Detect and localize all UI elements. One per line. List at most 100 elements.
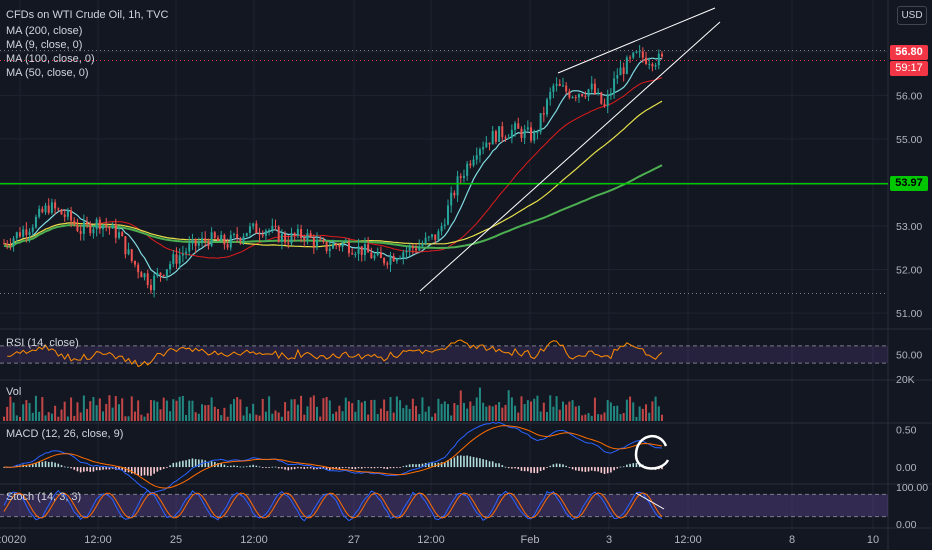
macd-histogram-bar bbox=[463, 455, 465, 468]
candle-body bbox=[15, 232, 18, 239]
candle-body bbox=[201, 238, 204, 243]
volume-bar bbox=[530, 401, 533, 421]
volume-bar bbox=[127, 416, 130, 421]
macd-histogram-bar bbox=[284, 467, 286, 470]
macd-histogram-bar bbox=[606, 467, 609, 474]
legend-ma100[interactable]: MA (100, close, 0) bbox=[6, 53, 95, 65]
candle-body bbox=[277, 226, 280, 242]
candle-body bbox=[306, 233, 309, 241]
candle-body bbox=[542, 113, 545, 115]
volume-bar bbox=[456, 405, 459, 421]
volume-bar bbox=[181, 395, 184, 421]
volume-bar bbox=[574, 406, 577, 421]
volume-bar bbox=[613, 406, 616, 421]
candle-body bbox=[239, 238, 242, 242]
volume-bar bbox=[370, 399, 373, 421]
volume-bar bbox=[290, 399, 293, 421]
volume-bar bbox=[280, 416, 283, 421]
candle-body bbox=[223, 234, 226, 245]
candle-body bbox=[581, 94, 584, 96]
candle-body bbox=[574, 97, 577, 99]
legend-ma50[interactable]: MA (50, close, 0) bbox=[6, 67, 89, 79]
volume-bar bbox=[338, 405, 341, 421]
candle-body bbox=[280, 233, 283, 242]
volume-bar bbox=[66, 416, 69, 421]
volume-bar bbox=[258, 415, 261, 421]
macd-histogram-bar bbox=[166, 467, 168, 468]
time-tick: 12:00 bbox=[417, 534, 445, 546]
volume-bar bbox=[255, 414, 258, 421]
candle-body bbox=[143, 273, 146, 278]
candle-body bbox=[600, 92, 603, 104]
candle-body bbox=[539, 113, 542, 133]
macd-histogram-bar bbox=[297, 467, 299, 469]
rsi-line bbox=[7, 339, 663, 368]
candle-body bbox=[121, 232, 124, 237]
volume-bar bbox=[303, 414, 306, 421]
candle-body bbox=[379, 252, 382, 259]
candle-body bbox=[446, 205, 449, 225]
macd-histogram-bar bbox=[156, 467, 159, 472]
candle-body bbox=[194, 238, 197, 246]
candle-body bbox=[181, 253, 184, 256]
macd-label[interactable]: MACD (12, 26, close, 9) bbox=[6, 428, 124, 440]
volume-bar bbox=[408, 408, 411, 421]
macd-histogram-bar bbox=[57, 463, 60, 468]
volume-bar bbox=[587, 412, 590, 421]
legend-ma9[interactable]: MA (9, close, 0) bbox=[6, 39, 83, 51]
candle-body bbox=[232, 234, 235, 236]
candle-body bbox=[373, 255, 376, 259]
volume-bar bbox=[153, 400, 156, 421]
legend-ma200[interactable]: MA (200, close) bbox=[6, 25, 83, 37]
macd-histogram-bar bbox=[73, 467, 76, 470]
macd-histogram-bar bbox=[456, 455, 459, 468]
macd-histogram-bar bbox=[47, 462, 50, 468]
macd-histogram-bar bbox=[389, 467, 392, 469]
candle-body bbox=[651, 63, 654, 67]
candle-body bbox=[28, 231, 31, 236]
volume-bar bbox=[47, 412, 50, 421]
time-tick: 3 bbox=[606, 534, 612, 546]
rsi-tick: 50.00 bbox=[896, 350, 922, 362]
volume-bar bbox=[236, 397, 239, 421]
candle-body bbox=[70, 210, 73, 221]
volume-bar bbox=[284, 402, 287, 421]
volume-bar bbox=[178, 396, 181, 421]
macd-histogram-bar bbox=[130, 467, 133, 474]
macd-histogram-bar bbox=[479, 458, 481, 468]
volume-bar bbox=[494, 404, 497, 421]
volume-bar bbox=[38, 411, 41, 421]
candle-body bbox=[9, 245, 12, 247]
macd-histogram-bar bbox=[252, 464, 254, 468]
time-tick: 12:00 bbox=[240, 534, 268, 546]
candle-body bbox=[309, 233, 312, 238]
volume-bar bbox=[121, 398, 124, 421]
macd-histogram-bar bbox=[134, 467, 136, 475]
volume-bar bbox=[312, 395, 315, 421]
volume-bar bbox=[194, 412, 197, 421]
macd-histogram-bar bbox=[105, 467, 108, 470]
macd-histogram-bar bbox=[482, 459, 484, 468]
volume-bar bbox=[82, 395, 85, 421]
price-tick: 53.00 bbox=[896, 221, 922, 233]
candle-body bbox=[360, 246, 363, 256]
time-tick: 8 bbox=[789, 534, 795, 546]
volume-bar bbox=[539, 411, 542, 421]
volume-bar bbox=[597, 414, 600, 421]
macd-histogram-bar bbox=[619, 466, 622, 468]
macd-histogram-bar bbox=[223, 464, 226, 468]
candle-body bbox=[54, 202, 57, 209]
stoch-trendline bbox=[635, 492, 665, 510]
macd-histogram-bar bbox=[111, 467, 114, 469]
macd-histogram-bar bbox=[271, 466, 274, 468]
stoch-label[interactable]: Stoch (14, 3, 3) bbox=[6, 491, 82, 503]
volume-bar bbox=[98, 398, 101, 421]
rsi-label[interactable]: RSI (14, close) bbox=[6, 337, 79, 349]
volume-bar bbox=[217, 408, 220, 421]
candle-body bbox=[226, 244, 229, 248]
macd-histogram-bar bbox=[108, 467, 111, 470]
vol-label[interactable]: Vol bbox=[6, 386, 22, 398]
macd-histogram-bar bbox=[268, 467, 270, 468]
currency-label[interactable]: USD bbox=[897, 6, 927, 25]
